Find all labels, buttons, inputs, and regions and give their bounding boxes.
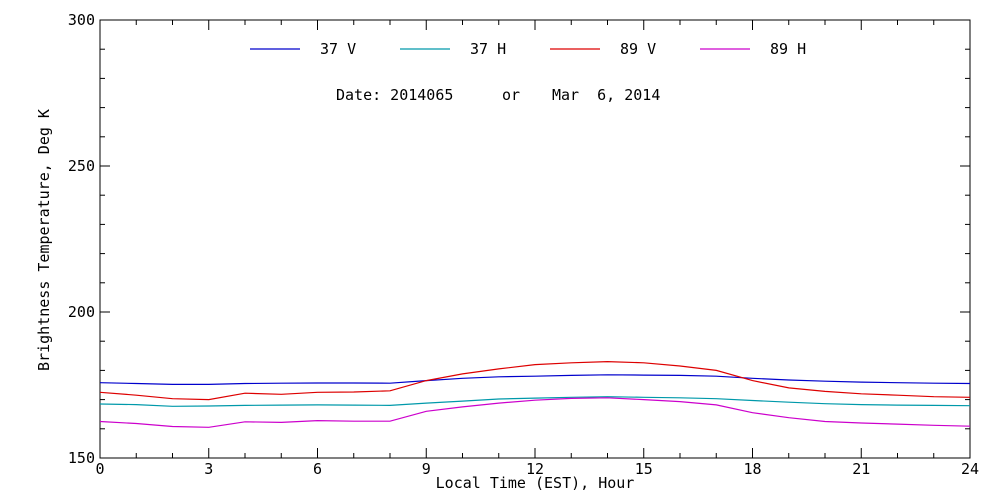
date-annotation-label: Date: 2014065 — [336, 86, 453, 104]
x-axis-label: Local Time (EST), Hour — [436, 474, 635, 492]
series-line-37-v — [99, 374, 971, 385]
series-line-89-h — [99, 397, 971, 428]
x-tick-label: 15 — [635, 460, 653, 478]
y-tick-label: 200 — [68, 303, 95, 321]
legend: 37 V 37 H 89 V 89 H — [250, 40, 806, 58]
legend-label-37-h: 37 H — [470, 40, 506, 58]
legend-label-89-h: 89 H — [770, 40, 806, 58]
series-line-37-h — [99, 396, 971, 407]
x-tick-label: 18 — [743, 460, 761, 478]
date-annotation-or: or — [502, 86, 520, 104]
series-line-89-v — [99, 360, 971, 401]
series-lines — [99, 360, 971, 428]
y-tick-label: 150 — [68, 449, 95, 467]
legend-label-89-v: 89 V — [620, 40, 656, 58]
x-tick-label: 24 — [961, 460, 979, 478]
x-tick-labels: 0 3 6 9 12 15 18 21 24 — [95, 460, 979, 478]
y-tick-labels: 150 200 250 300 — [68, 11, 95, 467]
x-tick-label: 3 — [204, 460, 213, 478]
y-axis-label: Brightness Temperature, Deg K — [35, 109, 53, 371]
y-tick-label: 250 — [68, 157, 95, 175]
date-annotation-text: Mar 6, 2014 — [552, 86, 660, 104]
x-tick-label: 12 — [526, 460, 544, 478]
axis-ticks — [99, 19, 971, 459]
x-tick-label: 0 — [95, 460, 104, 478]
x-tick-label: 21 — [852, 460, 870, 478]
legend-label-37-v: 37 V — [320, 40, 356, 58]
x-tick-label: 9 — [422, 460, 431, 478]
x-tick-label: 6 — [313, 460, 322, 478]
y-tick-label: 300 — [68, 11, 95, 29]
